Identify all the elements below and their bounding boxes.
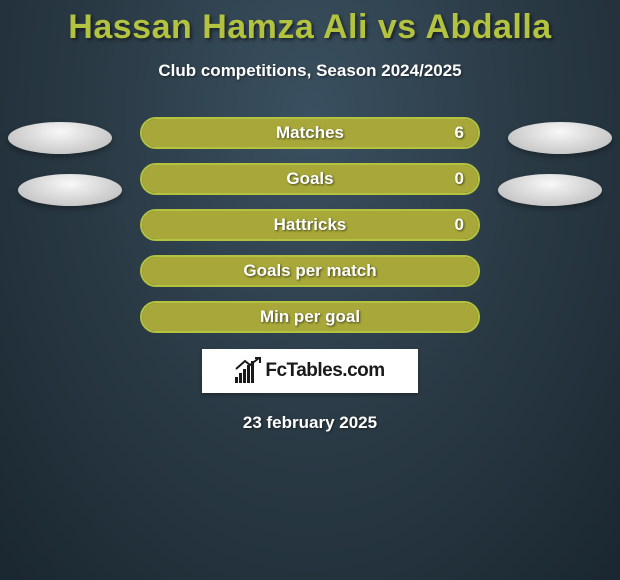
stat-row-goals-per-match: Goals per match [140,255,480,287]
stat-label: Min per goal [260,307,360,327]
stat-label: Matches [276,123,344,143]
page-subtitle: Club competitions, Season 2024/2025 [158,61,461,81]
stat-row-hattricks: Hattricks 0 [140,209,480,241]
stat-row-matches: Matches 6 [140,117,480,149]
stat-label: Goals [286,169,333,189]
page-title: Hassan Hamza Ali vs Abdalla [68,8,551,47]
stat-row-goals: Goals 0 [140,163,480,195]
stats-list: Matches 6 Goals 0 Hattricks 0 Goals per … [0,117,620,333]
main-container: Hassan Hamza Ali vs Abdalla Club competi… [0,0,620,433]
stat-row-min-per-goal: Min per goal [140,301,480,333]
logo-text: FcTables.com [265,360,384,382]
stat-label: Hattricks [274,215,347,235]
stat-value: 6 [455,123,464,143]
bar-chart-arrow-icon [235,359,263,383]
stat-label: Goals per match [243,261,376,281]
stat-value: 0 [455,169,464,189]
footer-date: 23 february 2025 [243,413,377,433]
fctables-logo[interactable]: FcTables.com [202,349,418,393]
stat-value: 0 [455,215,464,235]
